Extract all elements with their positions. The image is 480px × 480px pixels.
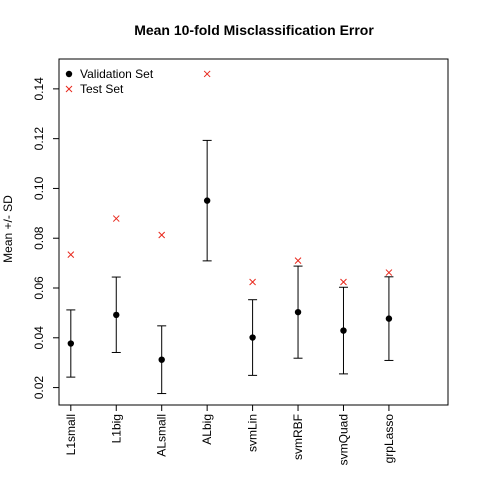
test-point bbox=[67, 251, 75, 259]
y-tick-label: 0.08 bbox=[32, 226, 46, 250]
test-point bbox=[112, 215, 120, 222]
error-bars bbox=[66, 139, 394, 395]
validation-point bbox=[203, 197, 211, 204]
x-tick-label-alsmall: ALsmall bbox=[155, 414, 169, 457]
test-point bbox=[385, 269, 393, 276]
validation-series bbox=[67, 197, 393, 363]
test-point bbox=[158, 231, 166, 239]
y-axis: 0.02 0.04 0.06 0.08 0.10 0.12 0.14 bbox=[32, 77, 59, 399]
chart-title: Mean 10-fold Misclassification Error bbox=[134, 22, 374, 38]
validation-point bbox=[249, 334, 256, 341]
test-point bbox=[249, 278, 256, 286]
y-tick-label: 0.14 bbox=[32, 77, 46, 101]
x-tick-label-grplasso: grpLasso bbox=[382, 414, 396, 464]
x-tick-label-l1big: L1big bbox=[109, 414, 123, 443]
x-tick-label-svmquad: svmQuad bbox=[336, 414, 350, 465]
x-tick-label-svmrbf: svmRBF bbox=[291, 414, 305, 460]
x-tick-label-svmlin: svmLin bbox=[246, 414, 260, 452]
y-tick-label: 0.12 bbox=[32, 127, 46, 151]
validation-point bbox=[67, 340, 75, 347]
legend-label-validation: Validation Set bbox=[80, 67, 154, 81]
validation-point bbox=[113, 311, 120, 319]
y-tick-label: 0.06 bbox=[32, 276, 46, 300]
test-point bbox=[340, 278, 347, 286]
x-tick-label-l1small: L1small bbox=[64, 414, 78, 455]
y-tick-label: 0.10 bbox=[32, 176, 46, 200]
x-axis: L1small L1big ALsmall ALbig svmLin svmRBF svmQ… bbox=[64, 405, 396, 465]
validation-point bbox=[158, 356, 165, 363]
validation-point bbox=[385, 315, 393, 322]
validation-point bbox=[340, 327, 347, 334]
y-tick-label: 0.04 bbox=[32, 326, 46, 350]
legend-marker-test bbox=[65, 85, 73, 93]
legend-label-test: Test Set bbox=[80, 82, 124, 96]
y-axis-label: Mean +/- SD bbox=[1, 195, 15, 263]
test-point bbox=[203, 70, 211, 78]
legend-marker-validation bbox=[65, 70, 73, 78]
x-tick-label-albig: ALbig bbox=[200, 414, 214, 445]
plot-frame bbox=[58, 58, 449, 406]
test-series bbox=[67, 70, 393, 286]
y-tick-label: 0.02 bbox=[32, 376, 46, 400]
test-point bbox=[294, 257, 302, 264]
legend: Validation Set Test Set bbox=[65, 67, 154, 96]
validation-point bbox=[294, 308, 302, 316]
